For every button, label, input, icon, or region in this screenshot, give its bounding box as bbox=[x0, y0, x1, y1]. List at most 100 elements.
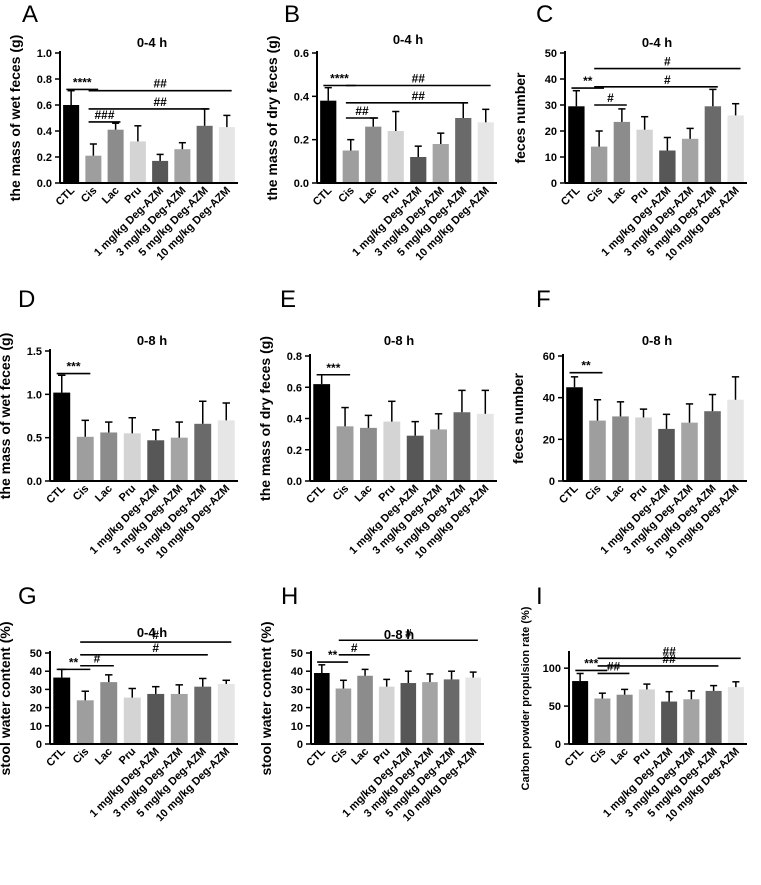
category-label: CTL bbox=[44, 745, 68, 769]
significance-label: **** bbox=[73, 75, 92, 89]
bar bbox=[217, 420, 235, 481]
y-tick-label: 0.6 bbox=[294, 48, 309, 60]
significance-label: *** bbox=[66, 360, 80, 374]
panel-letter: C bbox=[536, 1, 553, 28]
category-label: Lac bbox=[357, 185, 379, 207]
significance-label: ## bbox=[412, 89, 426, 103]
significance-label: # bbox=[152, 641, 159, 655]
bar bbox=[705, 690, 722, 744]
y-tick-label: 30 bbox=[545, 100, 557, 112]
bar bbox=[453, 412, 471, 481]
panel-letter: B bbox=[284, 1, 300, 28]
bar bbox=[638, 689, 655, 744]
bar bbox=[727, 687, 744, 744]
bar bbox=[147, 693, 165, 744]
bar bbox=[336, 426, 354, 481]
y-tick-label: 0.6 bbox=[287, 382, 302, 394]
y-tick-label: 0.4 bbox=[287, 414, 303, 426]
y-tick-label: 0.5 bbox=[27, 433, 42, 445]
category-label: CTL bbox=[563, 745, 587, 769]
y-tick-label: 0.8 bbox=[287, 351, 302, 363]
panel-letter: G bbox=[18, 583, 37, 610]
bar bbox=[704, 106, 722, 183]
bar bbox=[123, 697, 141, 744]
category-label: Lac bbox=[100, 185, 122, 207]
y-tick-label: 0.0 bbox=[287, 476, 302, 488]
bar bbox=[410, 157, 427, 183]
bar bbox=[704, 411, 721, 481]
y-tick-label: 0.0 bbox=[294, 178, 309, 190]
bar bbox=[432, 144, 449, 183]
category-label: CTL bbox=[304, 745, 328, 769]
bar bbox=[320, 100, 337, 183]
bar bbox=[681, 138, 699, 183]
y-tick-label: 0 bbox=[555, 739, 561, 751]
y-axis-label: the mass of dry feces (g) bbox=[257, 336, 273, 501]
bar bbox=[53, 677, 71, 744]
bar bbox=[107, 129, 124, 183]
bar bbox=[465, 677, 481, 744]
y-tick-label: 50 bbox=[545, 48, 557, 60]
significance-label: ### bbox=[94, 108, 114, 122]
bar bbox=[661, 701, 678, 744]
y-tick-label: 50 bbox=[30, 648, 42, 660]
category-label: Cis bbox=[329, 746, 350, 767]
bar bbox=[727, 115, 744, 183]
category-label: Cis bbox=[585, 185, 606, 206]
bar bbox=[383, 421, 401, 481]
y-tick-label: 40 bbox=[30, 666, 42, 678]
bar bbox=[594, 698, 611, 744]
significance-label: # bbox=[405, 626, 412, 640]
bar bbox=[430, 429, 447, 481]
panel-title: 0-8 h bbox=[384, 627, 414, 642]
bar bbox=[477, 122, 494, 183]
bar bbox=[455, 118, 472, 183]
bar bbox=[727, 399, 744, 481]
significance-label: # bbox=[351, 641, 358, 655]
category-label: CTL bbox=[311, 184, 335, 208]
bar bbox=[314, 673, 330, 744]
panel-letter: F bbox=[536, 286, 551, 313]
category-label: CTL bbox=[304, 482, 328, 506]
y-tick-label: 40 bbox=[543, 393, 555, 405]
y-tick-label: 1.5 bbox=[27, 346, 42, 358]
y-tick-label: 10 bbox=[545, 152, 557, 164]
panel-letter: D bbox=[18, 286, 35, 313]
bar bbox=[63, 105, 80, 183]
significance-label: ## bbox=[153, 77, 167, 91]
bar bbox=[443, 679, 460, 744]
y-tick-label: 0.2 bbox=[294, 135, 309, 147]
y-tick-label: 0.2 bbox=[37, 152, 52, 164]
y-tick-label: 20 bbox=[291, 703, 303, 715]
bar bbox=[100, 432, 118, 481]
panel-title: 0-4 h bbox=[642, 35, 672, 50]
bar bbox=[476, 413, 494, 481]
significance-label: # bbox=[607, 91, 614, 105]
significance-label: # bbox=[664, 55, 671, 69]
y-tick-label: 0.0 bbox=[27, 476, 42, 488]
y-tick-label: 50 bbox=[291, 648, 303, 660]
y-tick-label: 30 bbox=[30, 684, 42, 696]
bar bbox=[572, 681, 589, 744]
y-axis-label: stool water content (%) bbox=[0, 621, 13, 775]
y-axis-label: Carbon powder propulsion rate (%) bbox=[520, 606, 532, 790]
bar bbox=[170, 693, 188, 744]
bar bbox=[85, 155, 102, 183]
bar bbox=[53, 392, 71, 481]
category-label: CTL bbox=[559, 184, 583, 208]
panel-letter: E bbox=[280, 286, 296, 313]
panel-b: B 0-4 h the mass of dry feces (g) 0.0 0.2 0.4… bbox=[264, 1, 497, 263]
significance-label: ## bbox=[355, 104, 369, 118]
significance-label: **** bbox=[330, 72, 349, 86]
significance-label: ** bbox=[328, 648, 338, 662]
category-label: Lac bbox=[605, 483, 627, 505]
panel-title: 0-8 h bbox=[642, 333, 672, 348]
y-tick-label: 0.6 bbox=[37, 100, 52, 112]
bar bbox=[658, 428, 675, 481]
bar bbox=[612, 416, 629, 481]
category-label: Cis bbox=[79, 185, 100, 206]
y-tick-label: 20 bbox=[30, 703, 42, 715]
y-tick-label: 0 bbox=[36, 739, 42, 751]
